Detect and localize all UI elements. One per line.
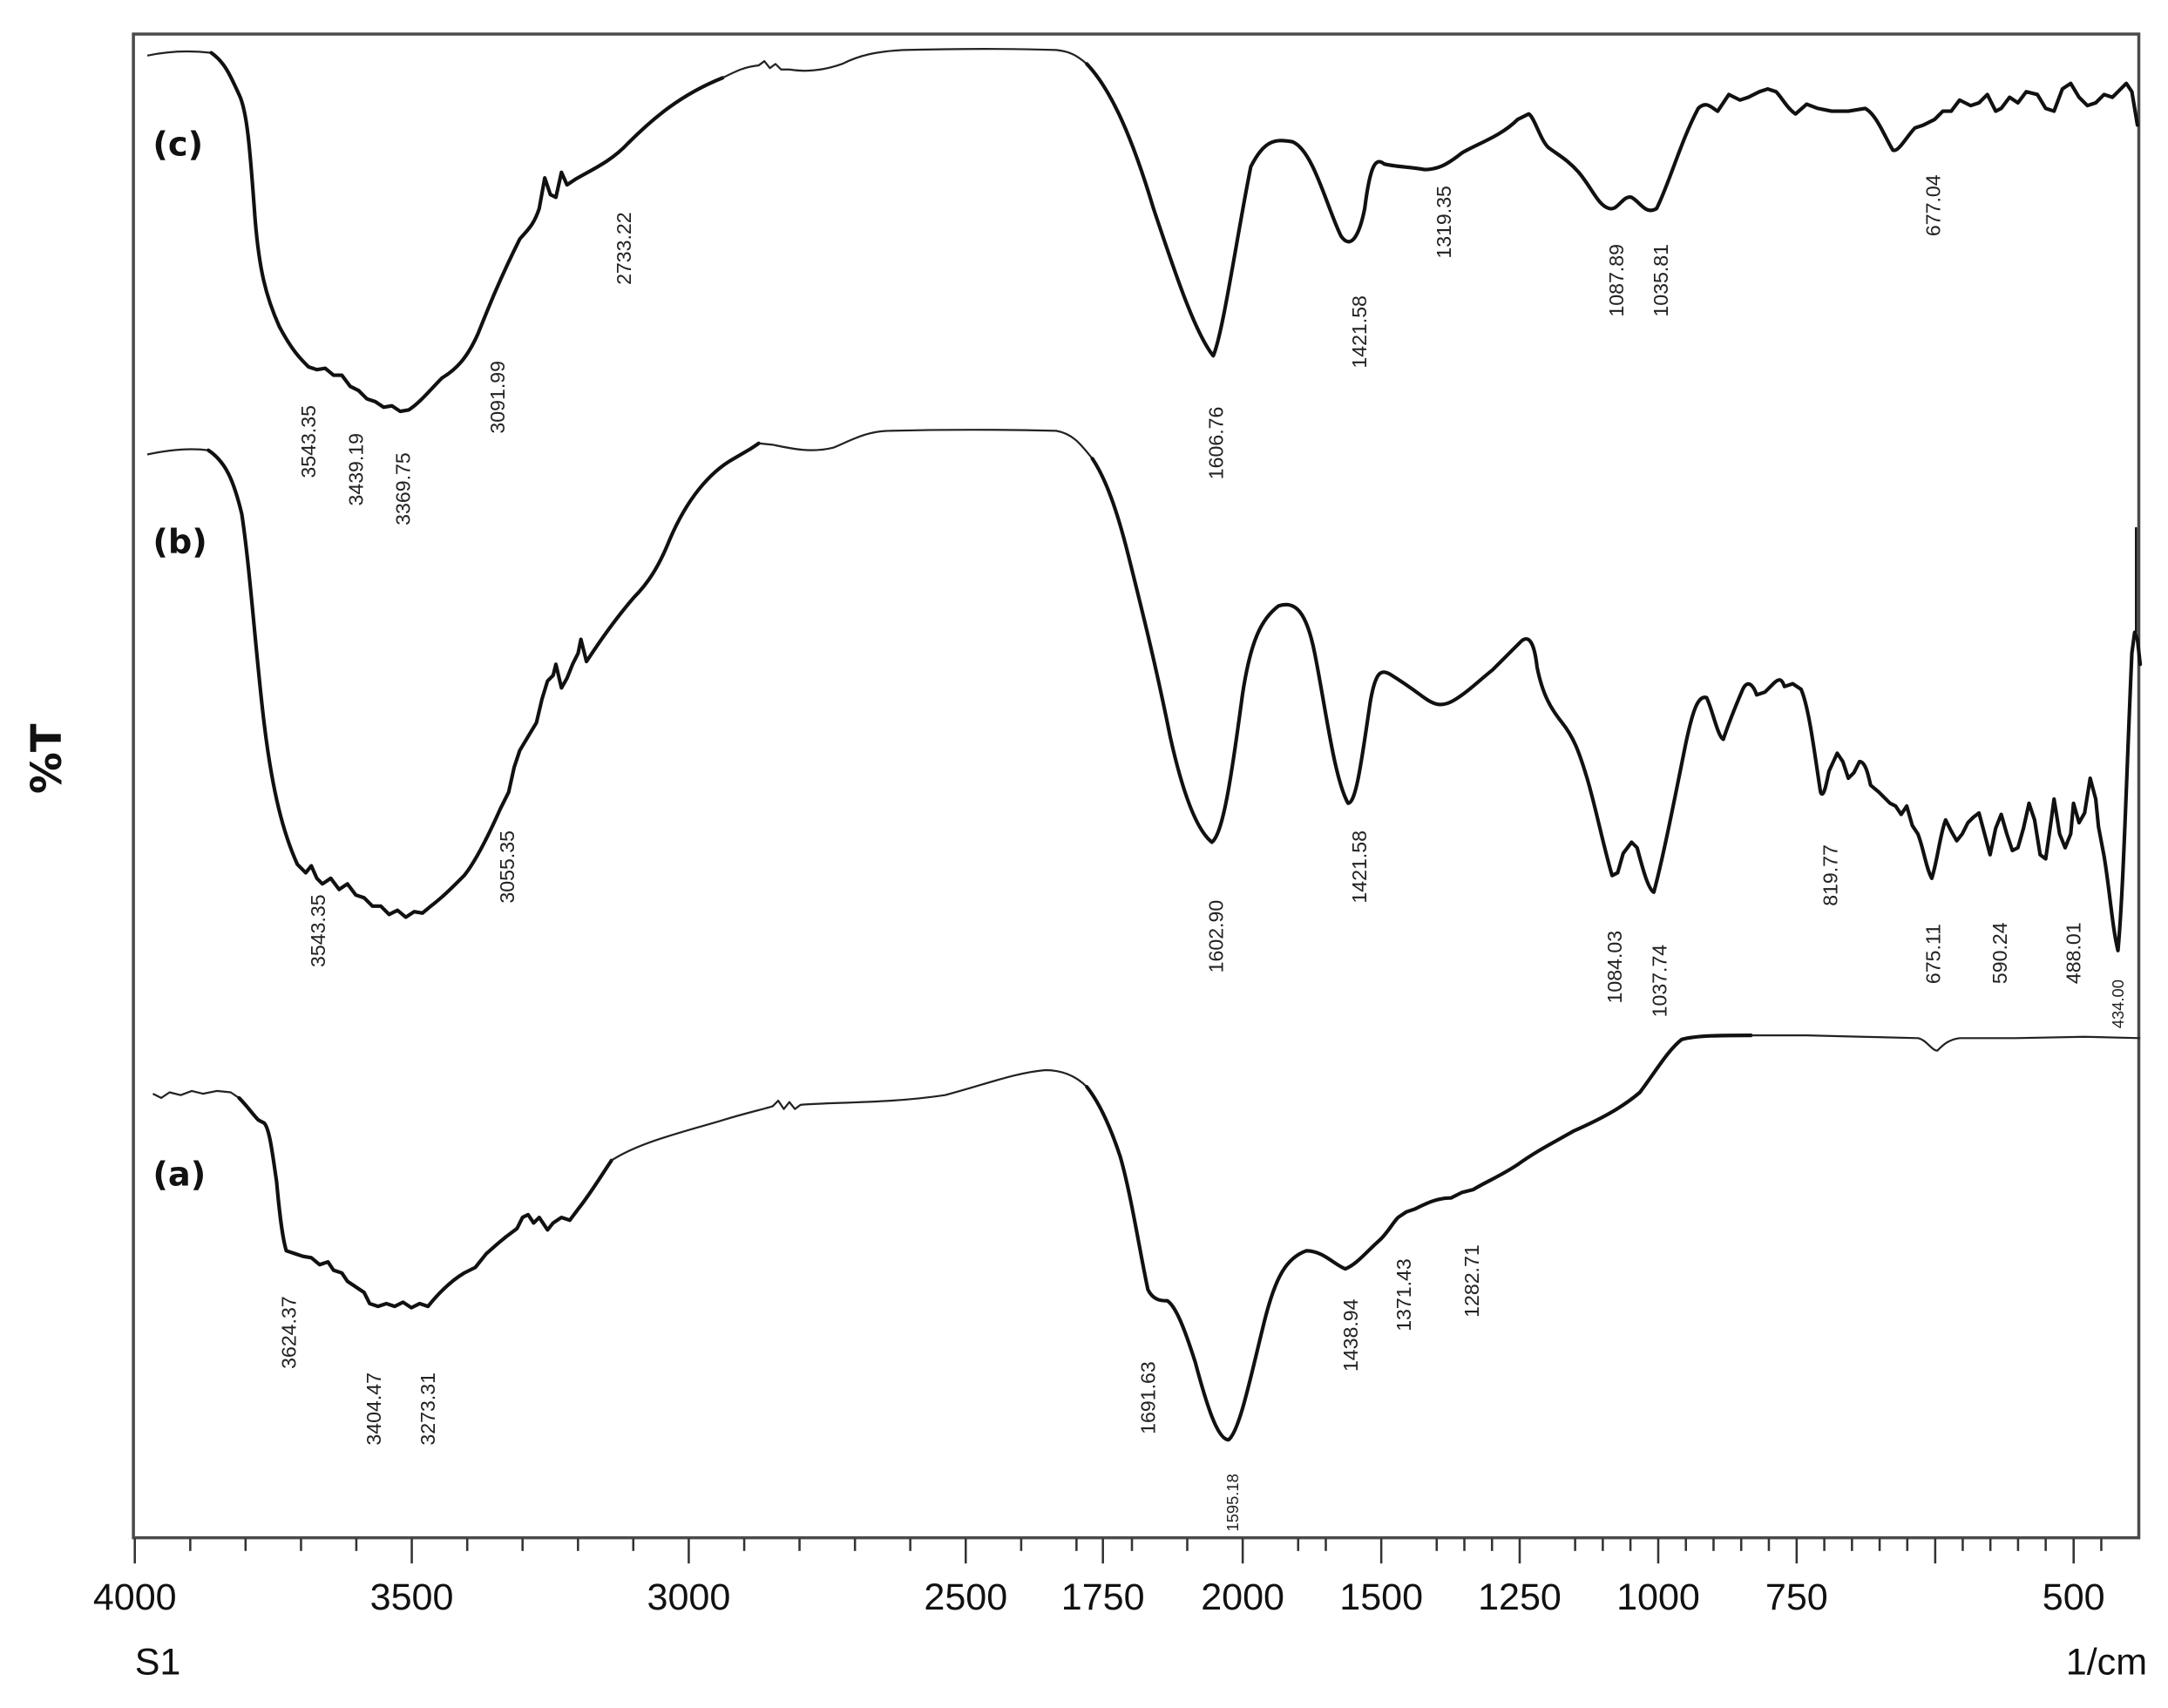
peak-label: 3543.35 [297,405,320,478]
peak-label: 3273.31 [417,1372,439,1446]
peak-label: 1319.35 [1433,186,1455,259]
plot-frame [132,32,2141,1540]
peak-label: 1282.71 [1460,1244,1483,1318]
x-axis: 4000 3500 3000 2500 2000 1750 1500 1250 … [93,1538,2147,1684]
peak-label: 1421.58 [1348,830,1371,904]
peak-label: 1084.03 [1603,931,1626,1004]
peak-label: 3439.19 [344,433,367,506]
peak-label: 3624.37 [278,1296,301,1369]
peak-label: 1087.89 [1605,244,1628,317]
peak-label: 590.24 [1988,922,2011,984]
peak-label: 1602.90 [1204,900,1227,973]
peak-labels-c: 3543.35 3439.19 3369.75 3091.99 2733.22 … [297,174,1944,525]
x-tick-label: 3000 [647,1576,731,1618]
spectrum-a [152,1034,2141,1442]
peak-label: 1438.94 [1339,1298,1362,1372]
x-tick-label: 4000 [93,1576,177,1618]
x-tick-label: 3500 [370,1576,454,1618]
y-axis-label: %T [24,723,71,794]
spectrum-b [146,429,2143,952]
peak-label: 1371.43 [1392,1258,1415,1332]
trace-label-c: (c) [152,125,203,165]
peak-label: 3404.47 [362,1372,385,1446]
peak-label: 1691.63 [1136,1361,1159,1434]
trace-label-b: (b) [152,523,207,562]
peak-label: 1595.18 [1223,1474,1242,1531]
x-tick-label: 1500 [1339,1576,1423,1618]
peak-label: 1606.76 [1204,407,1227,480]
peak-labels-b: 3543.35 3055.35 1602.90 1421.58 1084.03 … [307,830,2127,1028]
spectrum-c [146,48,2139,414]
x-axis-unit-label: 1/cm [2066,1642,2147,1684]
peak-label: 488.01 [2063,922,2085,984]
peak-label: 819.77 [1819,844,1841,906]
peak-label: 1035.81 [1650,244,1672,317]
corner-label: S1 [135,1642,181,1684]
trace-label-a: (a) [152,1155,206,1194]
peak-label: 3055.35 [496,830,518,904]
x-tick-label: 2000 [1201,1576,1284,1618]
x-tick-label: 1000 [1616,1576,1700,1618]
peak-label: 2733.22 [613,212,635,285]
x-tick-label: 2500 [924,1576,1007,1618]
peak-label: 3369.75 [391,452,414,525]
x-tick-label: 500 [2043,1576,2105,1618]
x-tick-label: 1250 [1478,1576,1562,1618]
peak-label: 3543.35 [307,894,329,967]
peak-label: 1037.74 [1648,945,1670,1018]
peak-label: 675.11 [1921,924,1944,984]
peak-label: 1421.58 [1348,295,1371,369]
x-tick-label: 1750 [1061,1576,1145,1618]
peak-label: 434.00 [2109,979,2127,1028]
peak-label: 3091.99 [486,361,509,434]
x-tick-label: 750 [1765,1576,1828,1618]
peak-label: 677.04 [1921,174,1944,236]
peak-labels-a: 3624.37 3404.47 3273.31 1691.63 1595.18 … [278,1244,1483,1531]
